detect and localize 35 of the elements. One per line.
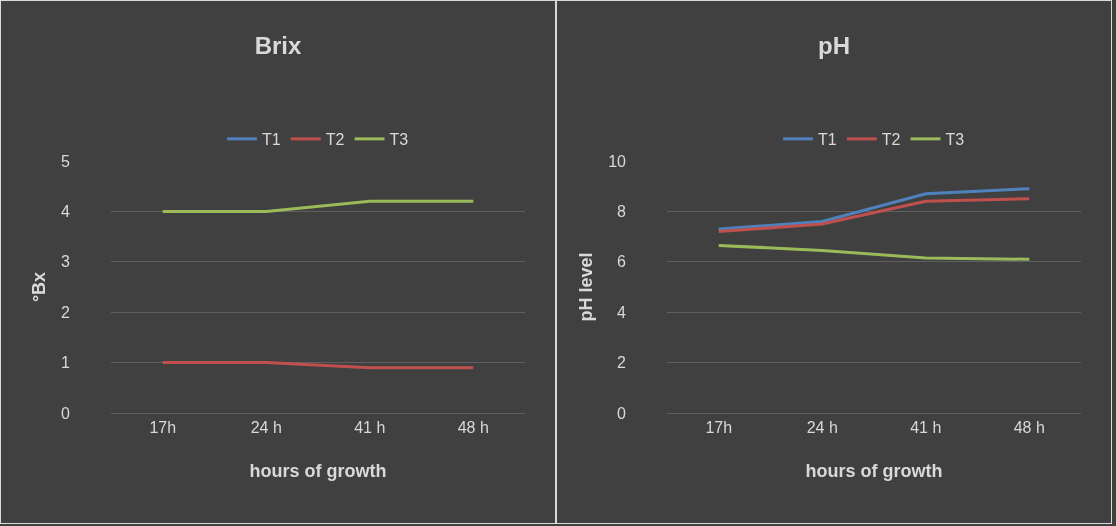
legend-label: T1: [818, 131, 837, 149]
y-tick-label: 3: [61, 253, 71, 271]
y-tick-label: 5: [61, 152, 71, 170]
y-tick-label: 4: [61, 203, 71, 220]
legend-label: T1: [262, 131, 281, 149]
x-tick-label: 41 h: [354, 419, 386, 437]
x-axis-title: hours of growth: [805, 461, 943, 481]
y-tick-label: 2: [617, 354, 627, 372]
x-tick-label: 24 h: [250, 419, 282, 437]
legend-label: T3: [389, 131, 409, 149]
legend-label: T2: [325, 131, 345, 149]
y-tick-label: 0: [617, 404, 627, 422]
legend-label: T3: [945, 131, 965, 149]
line-series: [717, 243, 1031, 261]
line-series: [717, 197, 1031, 234]
chart-title: Brix: [254, 32, 302, 60]
line-series: [717, 187, 1031, 231]
x-tick-label: 24 h: [806, 419, 838, 437]
y-tick-label: 1: [61, 354, 71, 372]
x-axis-title: hours of growth: [249, 461, 387, 481]
x-tick-label: 41 h: [910, 419, 942, 437]
y-tick-label: 10: [608, 152, 627, 170]
y-axis-title: °Bx: [29, 271, 50, 303]
y-tick-label: 4: [617, 303, 627, 321]
x-tick-label: 17h: [705, 419, 733, 437]
chart-title: pH: [818, 32, 850, 60]
y-tick-label: 2: [61, 303, 71, 321]
x-tick-label: 17h: [149, 419, 177, 437]
y-axis-title: pH level: [576, 252, 597, 322]
y-tick-label: 8: [617, 203, 627, 220]
legend-label: T2: [881, 131, 901, 149]
x-tick-label: 48 h: [1013, 419, 1045, 437]
y-tick-label: 0: [61, 404, 71, 422]
x-tick-label: 48 h: [457, 419, 489, 437]
y-tick-label: 6: [617, 253, 627, 271]
